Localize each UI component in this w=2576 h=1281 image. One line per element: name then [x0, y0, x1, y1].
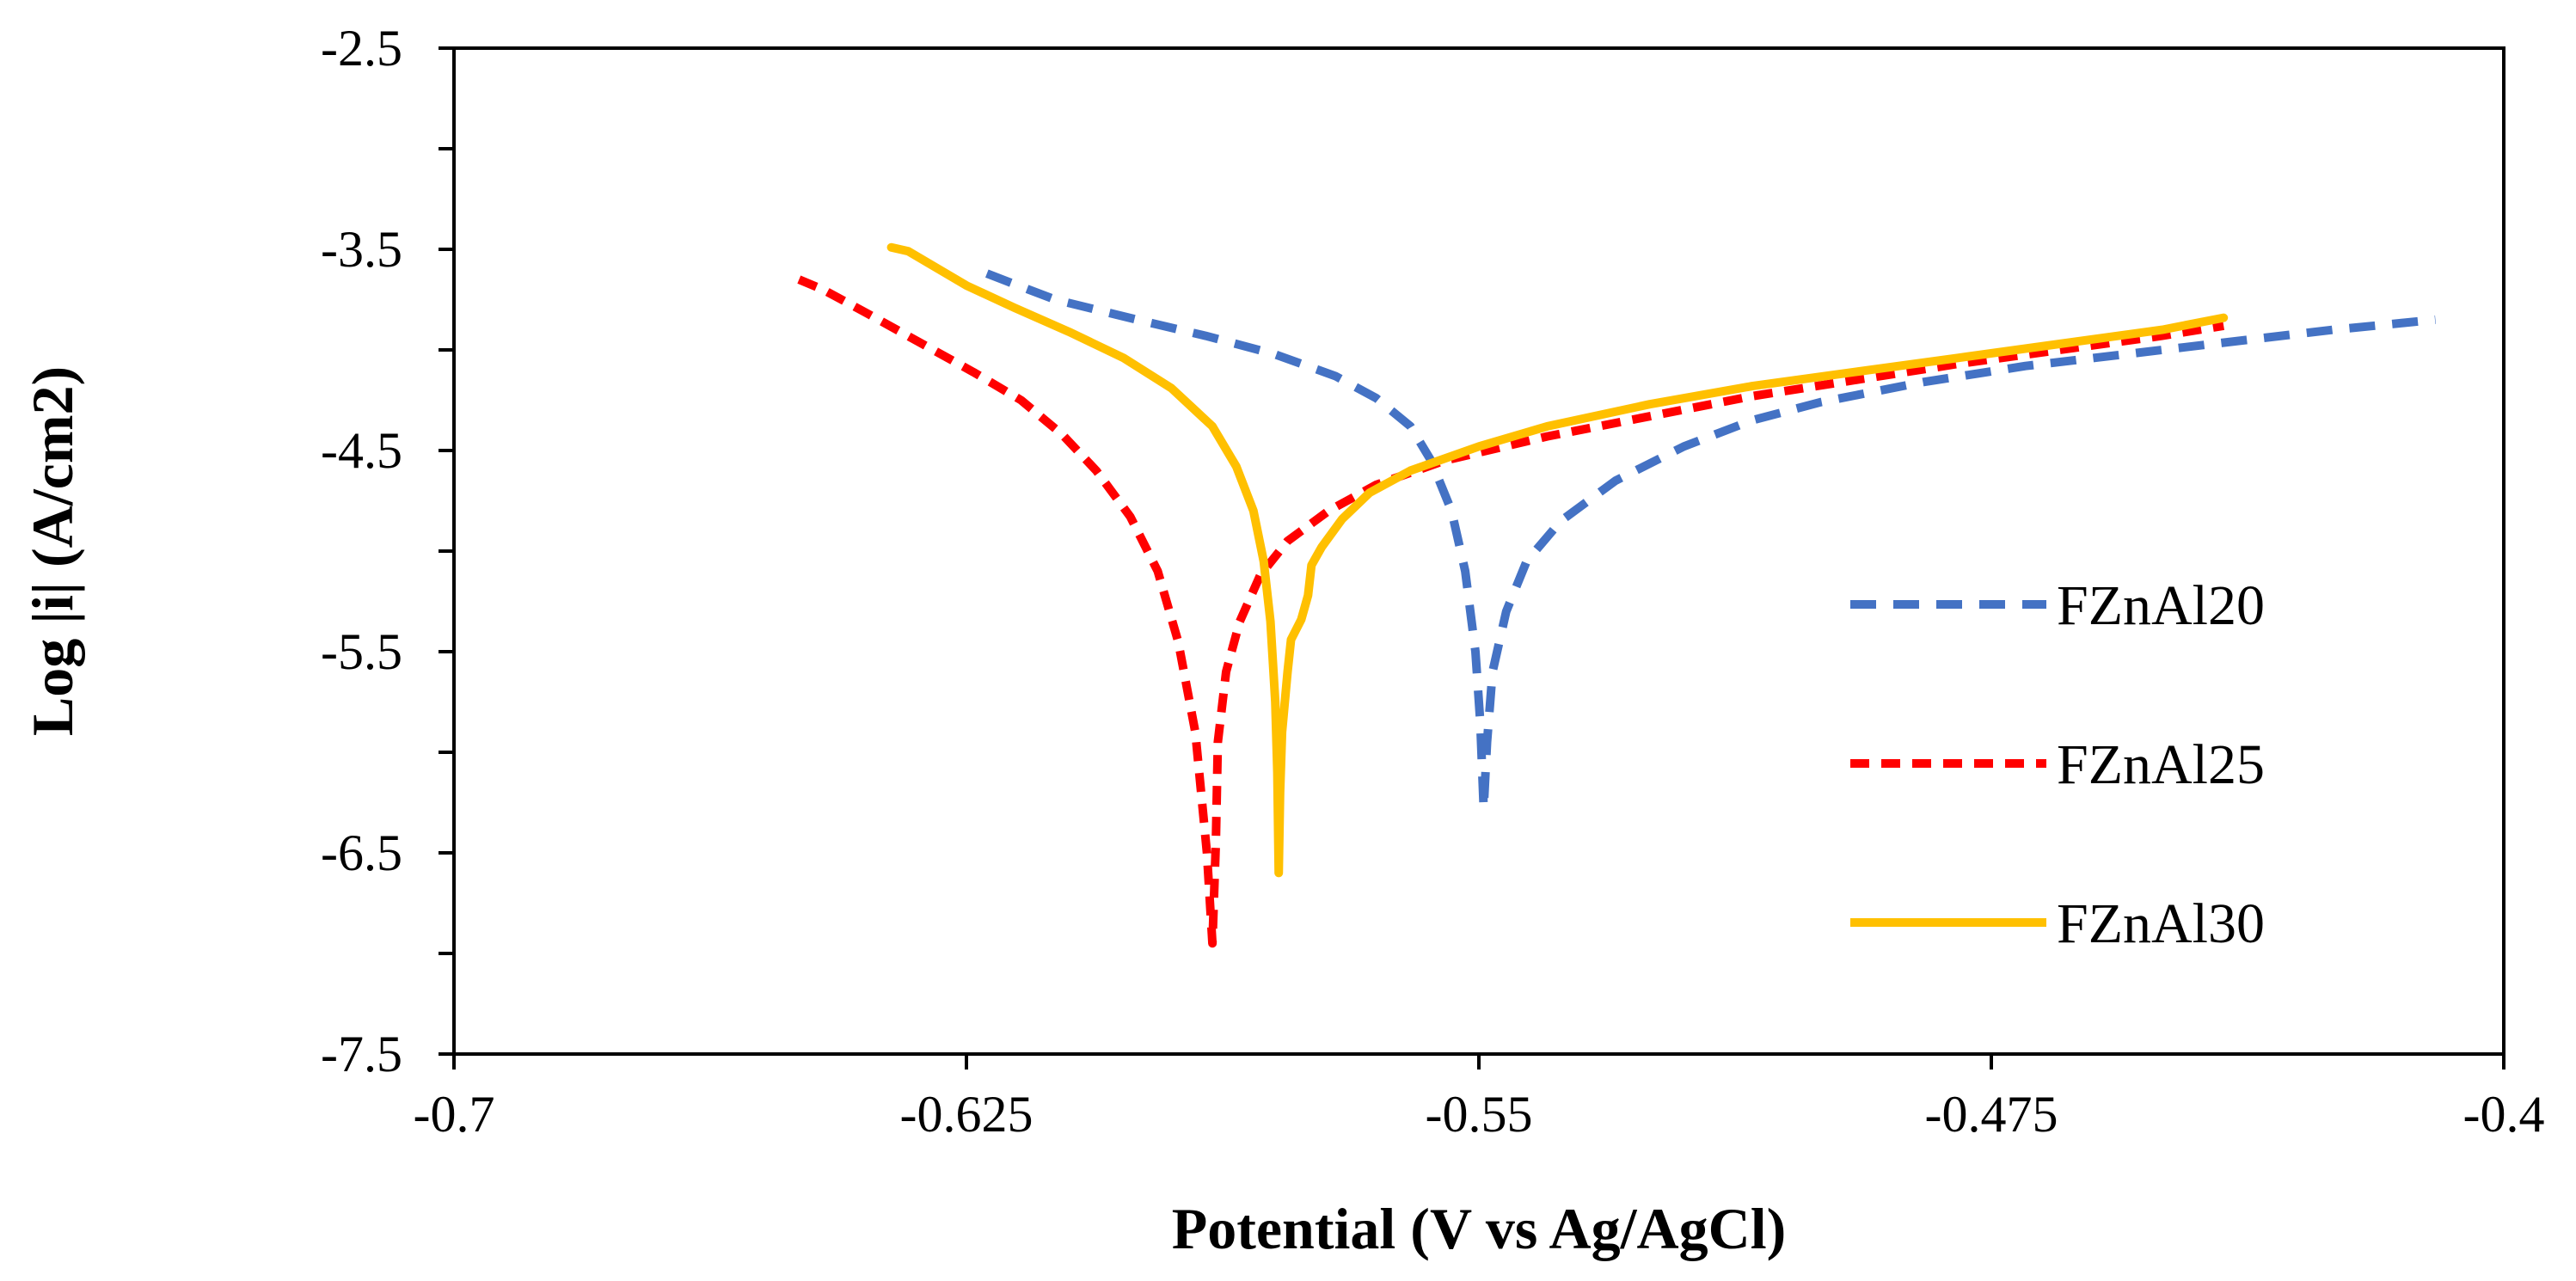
y-tick-label: -4.5	[321, 422, 402, 479]
y-axis-tick-labels: -2.5 -3.5 -4.5 -5.5 -6.5 -7.5	[321, 20, 402, 1082]
x-tick-label: -0.7	[414, 1086, 495, 1143]
legend-label-fznal30: FZnAl30	[2057, 892, 2265, 955]
x-tick-label: -0.475	[1925, 1086, 2058, 1143]
y-tick-label: -6.5	[321, 824, 402, 881]
legend-label-fznal20: FZnAl20	[2057, 574, 2265, 637]
plot-area	[452, 46, 2505, 1056]
x-axis-title: Potential (V vs Ag/AgCl)	[1172, 1196, 1787, 1261]
y-tick-label: -5.5	[321, 623, 402, 680]
y-tick-label: -2.5	[321, 20, 402, 77]
x-axis-tick-labels: -0.7 -0.625 -0.55 -0.475 -0.4	[414, 1086, 2545, 1143]
x-tick-label: -0.625	[900, 1086, 1033, 1143]
x-tick-label: -0.55	[1426, 1086, 1533, 1143]
series-line-fznal20	[984, 269, 2436, 813]
series-line-fznal30	[886, 242, 2229, 878]
legend: FZnAl20 FZnAl25 FZnAl30	[1850, 574, 2265, 955]
series-line-fznal25	[797, 275, 2225, 948]
y-axis-title: Log |i| (A/cm2)	[20, 366, 85, 736]
y-tick-label: -3.5	[321, 221, 402, 278]
legend-label-fznal25: FZnAl25	[2057, 733, 2265, 796]
y-tick-label: -7.5	[321, 1026, 402, 1082]
series-layer	[797, 242, 2436, 948]
x-axis-ticks	[452, 1054, 2505, 1070]
x-tick-label: -0.4	[2463, 1086, 2545, 1143]
y-axis-ticks	[439, 46, 454, 1056]
